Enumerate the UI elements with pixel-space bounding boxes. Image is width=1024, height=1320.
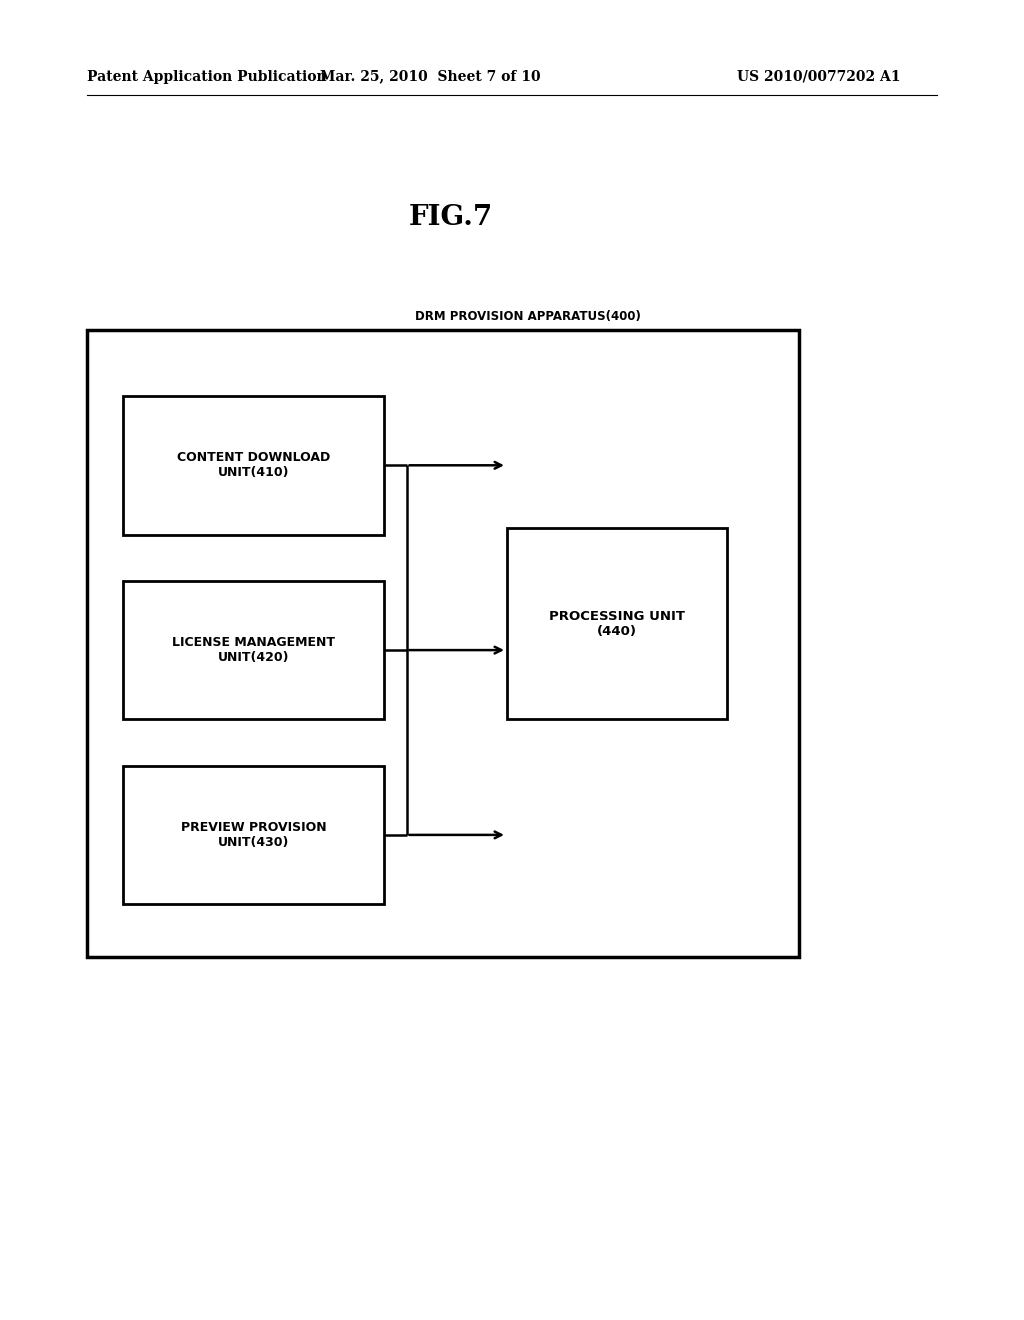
Bar [123,581,384,719]
Text: PREVIEW PROVISION
UNIT(430): PREVIEW PROVISION UNIT(430) [180,821,327,849]
Bar [123,396,384,535]
Bar [507,528,727,719]
Text: DRM PROVISION APPARATUS(400): DRM PROVISION APPARATUS(400) [416,310,641,323]
Text: Patent Application Publication: Patent Application Publication [87,70,327,83]
Bar [87,330,799,957]
Text: Mar. 25, 2010  Sheet 7 of 10: Mar. 25, 2010 Sheet 7 of 10 [319,70,541,83]
Text: LICENSE MANAGEMENT
UNIT(420): LICENSE MANAGEMENT UNIT(420) [172,636,335,664]
Bar [123,766,384,904]
Text: US 2010/0077202 A1: US 2010/0077202 A1 [737,70,901,83]
Text: CONTENT DOWNLOAD
UNIT(410): CONTENT DOWNLOAD UNIT(410) [177,451,330,479]
Text: FIG.7: FIG.7 [409,205,493,231]
Text: PROCESSING UNIT
(440): PROCESSING UNIT (440) [549,610,685,638]
